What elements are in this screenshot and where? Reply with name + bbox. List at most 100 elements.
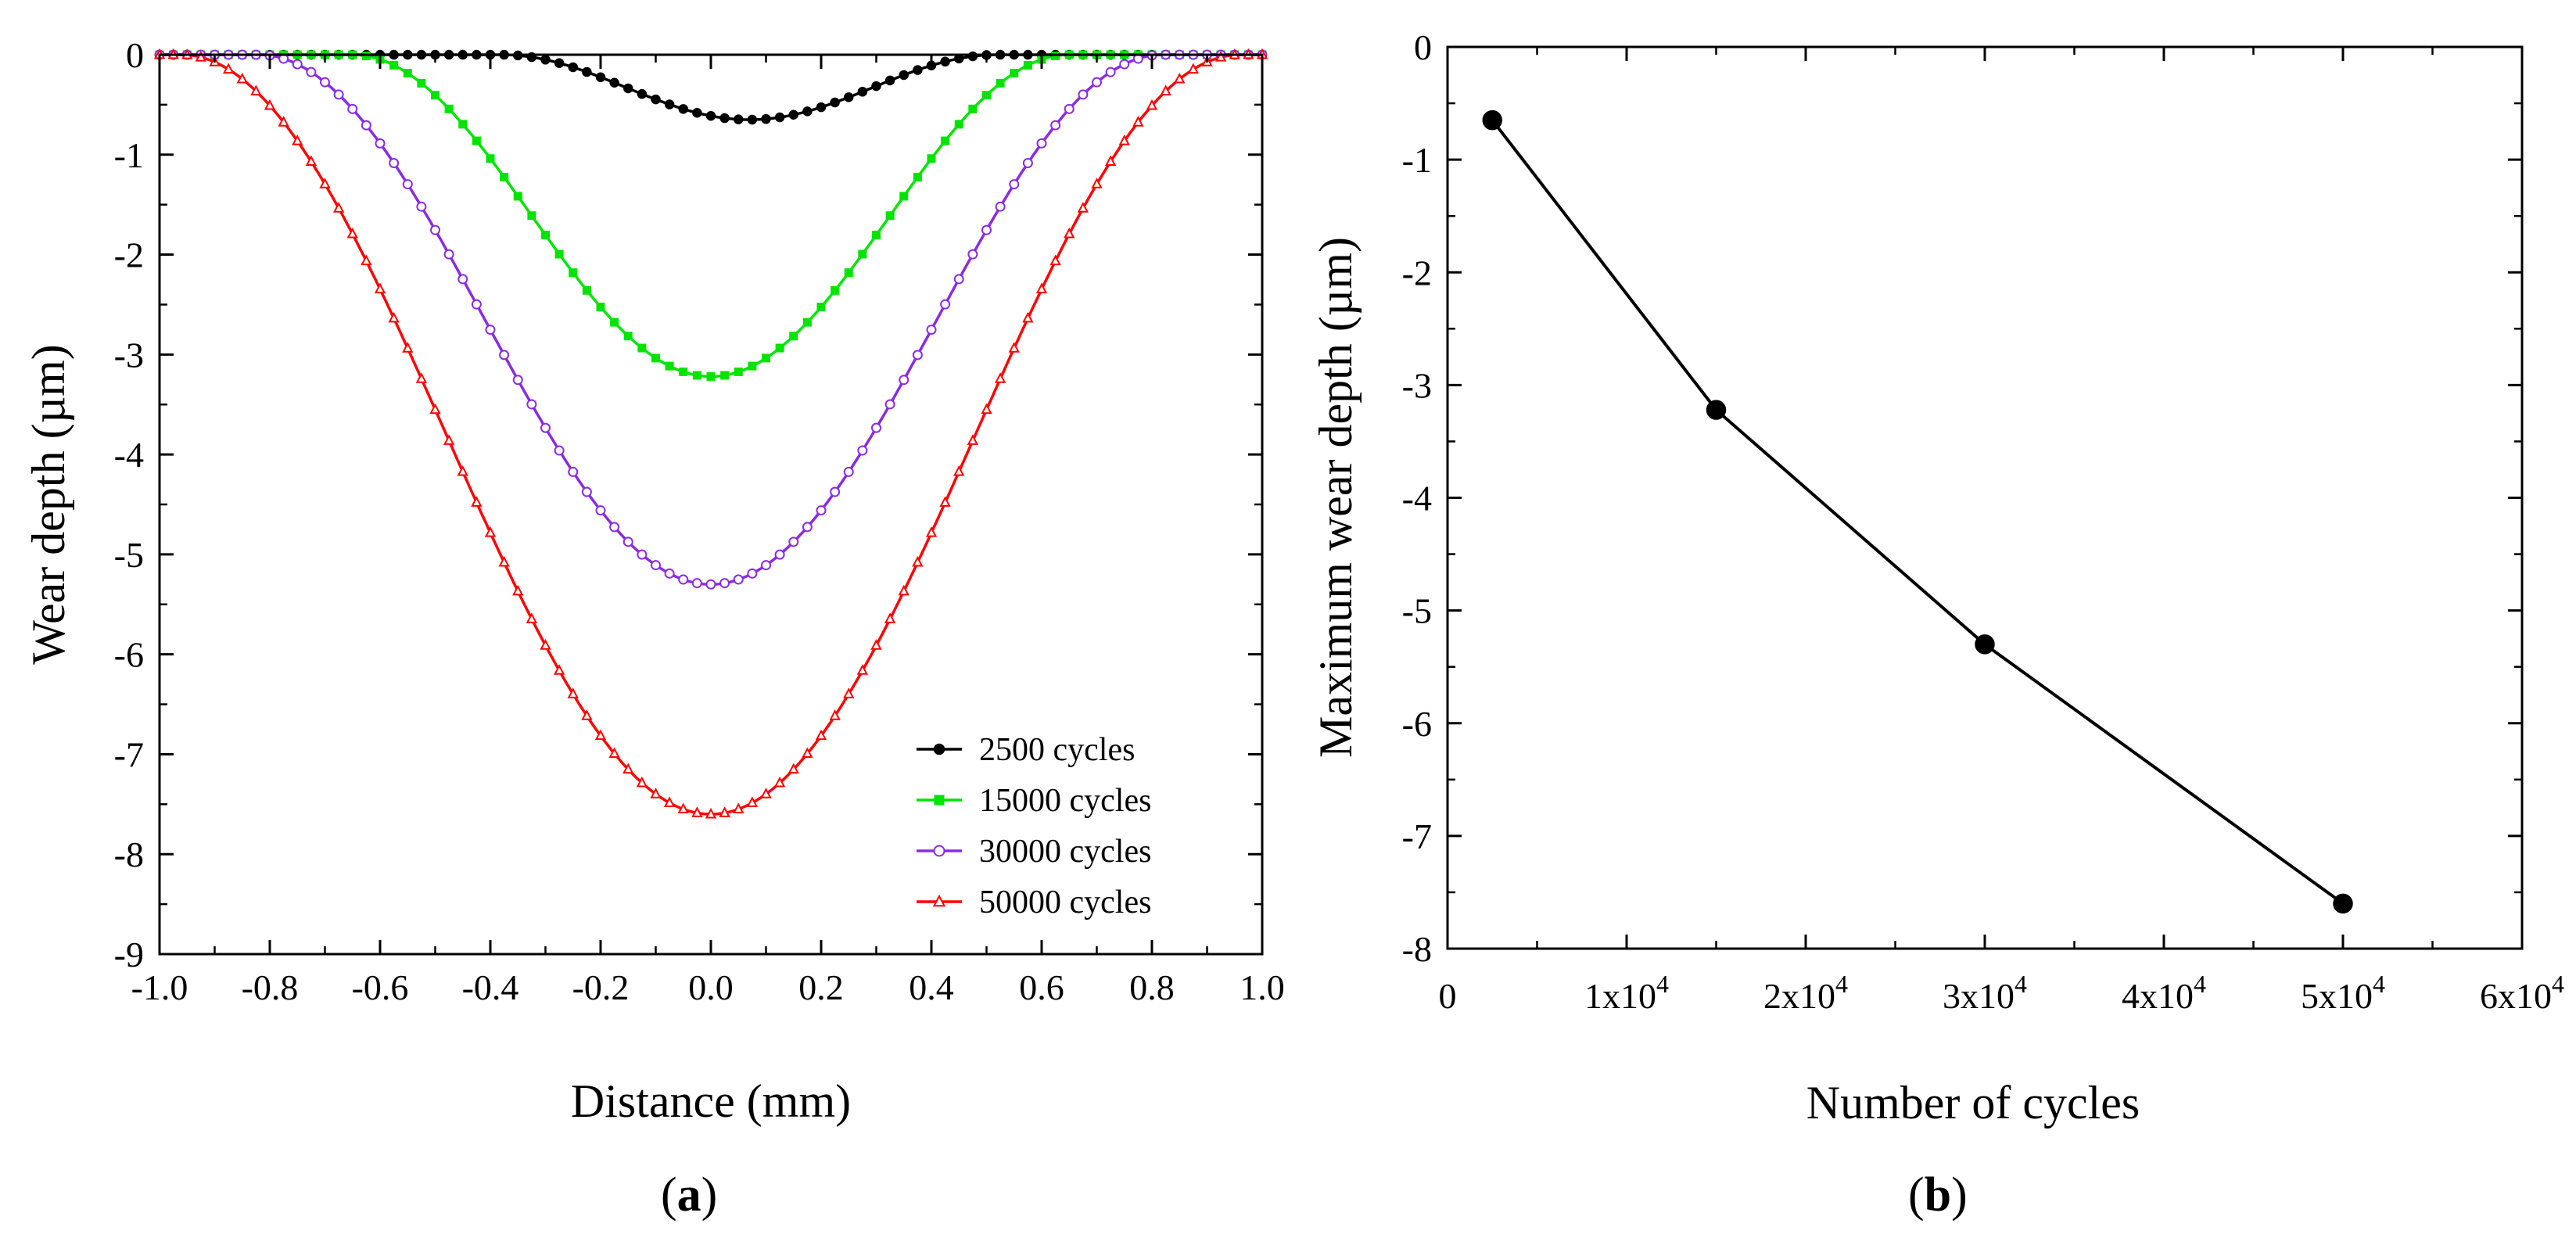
panel-a-data-point xyxy=(1160,84,1171,96)
panel-a-data-point xyxy=(389,158,400,169)
panel-a-y-tick-label: -5 xyxy=(114,535,144,575)
panel-a-data-point xyxy=(347,103,358,114)
panel-a-data-point xyxy=(499,350,510,361)
panel-a-legend-marker xyxy=(933,845,945,857)
panel-a-data-point xyxy=(458,120,468,129)
panel-a-data-point xyxy=(650,788,662,798)
panel-b-y-tick-label: -6 xyxy=(1402,704,1432,744)
panel-b-x-tick-label: 1x104 xyxy=(1584,970,1669,1016)
panel-a-data-point xyxy=(417,78,426,88)
panel-a-data-point xyxy=(816,505,827,516)
panel-a-data-point xyxy=(622,536,633,547)
panel-a-data-point xyxy=(857,445,868,456)
panel-a-data-point xyxy=(595,72,606,82)
panel-a-data-point xyxy=(1146,99,1158,110)
panel-a-data-point xyxy=(884,75,895,86)
panel-a-data-point xyxy=(925,526,938,537)
panel-b-x-tick-label: 2x104 xyxy=(1763,970,1848,1016)
panel-a-data-point xyxy=(899,375,909,386)
panel-a-x-tick-label: 0.6 xyxy=(1019,967,1064,1007)
panel-a-data-point xyxy=(733,802,744,814)
panel-a-data-point xyxy=(1035,282,1048,294)
panel-a-data-point xyxy=(374,282,386,294)
panel-a-data-point xyxy=(719,113,730,124)
panel-a-data-point xyxy=(1214,50,1227,62)
panel-a-data-point xyxy=(1132,116,1144,127)
panel-a-data-point xyxy=(486,154,495,163)
panel-a-data-point xyxy=(953,465,965,476)
panel-a-ticks: -1.0 -0.8 -0.6 -0.4 -0.2 0.0 0.2 0.4 0.6 0.8 1.0 0 -… xyxy=(114,35,1285,1007)
panel-a-data-point xyxy=(429,403,441,414)
panel-a-legend-label: 50000 cycles xyxy=(979,885,1151,920)
panel-a-data-point xyxy=(403,69,412,78)
panel-a-x-tick-label: -0.6 xyxy=(352,967,409,1007)
panel-a-data-point xyxy=(1187,63,1200,74)
panel-a-data-point xyxy=(747,114,758,125)
panel-a-data-point xyxy=(319,178,331,188)
panel-a-data-point xyxy=(1118,135,1130,145)
panel-a-data-point xyxy=(1078,89,1089,100)
panel-a-data-point xyxy=(361,254,372,266)
panel-a-data-point xyxy=(679,367,688,376)
panel-a-data-point xyxy=(982,91,991,100)
panel-a-data-point xyxy=(512,375,523,386)
panel-a-data-point xyxy=(581,709,593,720)
panel-a-data-point xyxy=(995,201,1006,212)
panel-a-data-point xyxy=(278,116,289,127)
panel-a-data-point xyxy=(816,303,826,312)
panel-a-legend-label: 30000 cycles xyxy=(979,834,1151,870)
panel-a-data-point xyxy=(554,249,564,259)
panel-b-x-axis-title: Number of cycles xyxy=(1806,1077,2140,1129)
panel-a-data-point xyxy=(1008,342,1020,353)
panel-a-data-point xyxy=(526,399,537,410)
panel-a-data-point xyxy=(884,612,896,623)
panel-a-data-point xyxy=(471,496,483,507)
panel-b-y-axis-title: Maximum wear depth (µm) xyxy=(1310,237,1362,758)
panel-a-data-point xyxy=(967,249,978,260)
panel-a-data-point xyxy=(332,202,345,213)
panel-a-data-point xyxy=(498,555,510,567)
panel-a-data-point xyxy=(568,466,579,477)
panel-a-data-point xyxy=(595,505,606,516)
panel-a-y-axis-title: Wear depth (µm) xyxy=(23,344,74,665)
panel-b-y-tick-label: 0 xyxy=(1414,27,1432,67)
panel-a-data-point xyxy=(305,155,318,167)
panel-a-data-point xyxy=(500,172,509,181)
panel-a-data-point xyxy=(1010,69,1019,78)
panel-a-data-point xyxy=(788,109,798,120)
panel-b-x-tick-label: 5x104 xyxy=(2301,970,2385,1016)
panel-a-data-point xyxy=(788,536,799,547)
panel-a-data-point xyxy=(526,612,538,623)
panel-a-data-point xyxy=(788,763,799,774)
panel-a-data-point xyxy=(1119,59,1130,70)
panel-a-data-point xyxy=(222,63,235,74)
panel-a-y-tick-label: -8 xyxy=(114,834,144,874)
panel-a-data-point xyxy=(940,56,950,67)
panel-a-data-point xyxy=(582,66,592,77)
panel-a-x-tick-label: 1.0 xyxy=(1240,967,1285,1007)
panel-a-data-point xyxy=(1022,158,1033,169)
panel-a-data-point xyxy=(844,268,853,278)
panel-a-data-point xyxy=(762,353,770,363)
panel-a-data-point xyxy=(306,66,317,77)
panel-a-data-point xyxy=(1036,138,1047,149)
panel-a-data-point xyxy=(774,112,785,123)
panel-a-data-point xyxy=(705,110,716,121)
panel-a-data-point xyxy=(569,268,578,278)
panel-a-data-point xyxy=(981,403,992,414)
panel-a-data-point xyxy=(402,179,413,190)
panel-a-data-point xyxy=(484,526,497,537)
panel-a-data-point xyxy=(734,367,743,376)
panel-b-plot-frame xyxy=(1446,45,2524,950)
panel-a-data-point xyxy=(760,788,772,798)
panel-a-legend-label: 2500 cycles xyxy=(979,732,1135,768)
panel-a-data-point xyxy=(748,361,757,371)
panel-a-data-point xyxy=(884,399,895,410)
panel-a-series-layer xyxy=(153,48,1268,819)
panel-a-x-tick-label: 0.4 xyxy=(909,967,954,1007)
panel-a-data-point xyxy=(541,231,550,240)
panel-a-data-point xyxy=(1104,155,1117,167)
panel-a-data-point xyxy=(844,92,854,102)
panel-a-y-tick-label: -9 xyxy=(114,935,144,974)
panel-b-series-line xyxy=(1491,119,2345,905)
